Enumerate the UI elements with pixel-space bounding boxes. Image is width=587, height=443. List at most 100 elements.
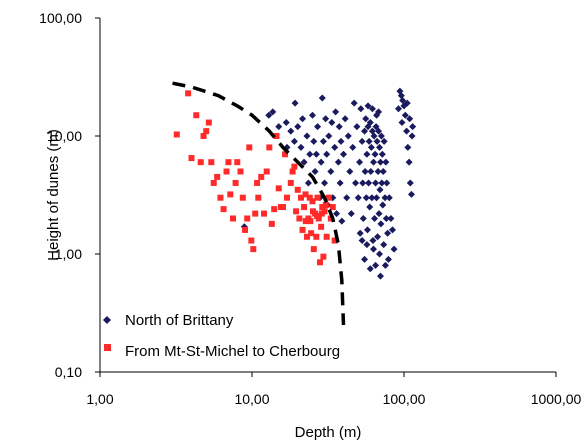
y-tick-label: 0,10 [55,364,82,380]
data-point [258,173,265,180]
data-point [332,108,340,116]
data-point [366,203,374,211]
data-point [321,179,329,187]
data-point [376,158,384,166]
data-point [383,179,391,187]
data-point [193,112,200,119]
data-point [376,143,384,151]
data-point [340,150,348,158]
data-point [379,168,387,176]
data-point [310,137,318,145]
data-point [364,102,372,110]
data-point [338,217,346,225]
data-point [304,179,312,187]
data-point [329,204,336,211]
y-axis-label: Height of dunes (m) [45,129,62,261]
data-point [299,115,307,123]
data-point [271,206,278,213]
data-point [237,168,244,175]
data-point [373,137,381,145]
data-point [244,215,251,222]
y-tick-label: 100,00 [39,10,82,26]
data-point [317,158,325,166]
data-point [331,237,338,244]
data-point [369,245,377,253]
data-point [309,198,316,205]
data-point [335,123,343,131]
data-point [322,115,330,123]
data-point [353,123,361,131]
data-point [254,179,261,186]
data-point [261,210,268,217]
data-point [370,132,378,140]
data-point [381,261,389,269]
data-point [408,132,416,140]
data-point [377,220,385,228]
data-point [290,137,298,145]
data-point [232,179,239,186]
data-point [250,246,257,253]
series-1 [173,90,338,266]
data-point [327,215,334,222]
data-point [359,214,367,222]
data-point [263,168,270,175]
data-point [303,132,311,140]
x-axis-label: Depth (m) [295,424,362,441]
data-point [302,191,309,198]
data-point [358,237,366,245]
data-point [397,92,405,100]
data-point [372,261,380,269]
data-point [282,119,290,127]
data-point [379,201,387,209]
data-point [367,143,375,151]
data-point [365,137,373,145]
data-point [333,210,341,218]
data-point [310,246,317,253]
data-point [320,253,327,260]
data-point [308,111,316,119]
data-point [208,159,215,166]
data-point [401,111,409,119]
data-point [322,202,329,209]
data-point [297,194,304,201]
data-point [361,255,369,263]
data-point [319,204,326,211]
data-point [368,105,376,113]
data-point [375,210,383,218]
data-point [356,229,364,237]
data-point [294,123,302,131]
data-point [297,143,305,151]
data-point [299,226,306,233]
data-point [371,150,379,158]
data-point [357,105,365,113]
data-point [200,133,207,139]
data-point [293,208,300,215]
data-point [185,90,192,97]
legend-marker-north-of-brittany [103,316,111,324]
data-point [374,233,382,241]
data-point [378,179,386,187]
data-point [300,158,308,166]
data-point [217,194,224,201]
data-point [406,179,414,187]
data-point [403,127,411,135]
data-point [366,265,374,273]
data-point [346,168,354,176]
data-point [352,179,360,187]
data-point [310,208,317,215]
data-point [318,94,326,102]
data-point [325,132,333,140]
data-point [227,191,234,198]
data-point [409,123,417,131]
data-point [265,111,273,119]
data-point [378,150,386,158]
data-point [269,108,277,116]
data-point [252,210,259,217]
data-point [302,218,309,225]
data-point [381,194,389,202]
data-point [188,155,195,162]
data-point [318,223,325,230]
data-point [296,215,303,222]
y-tick-label: 1,00 [55,246,82,262]
